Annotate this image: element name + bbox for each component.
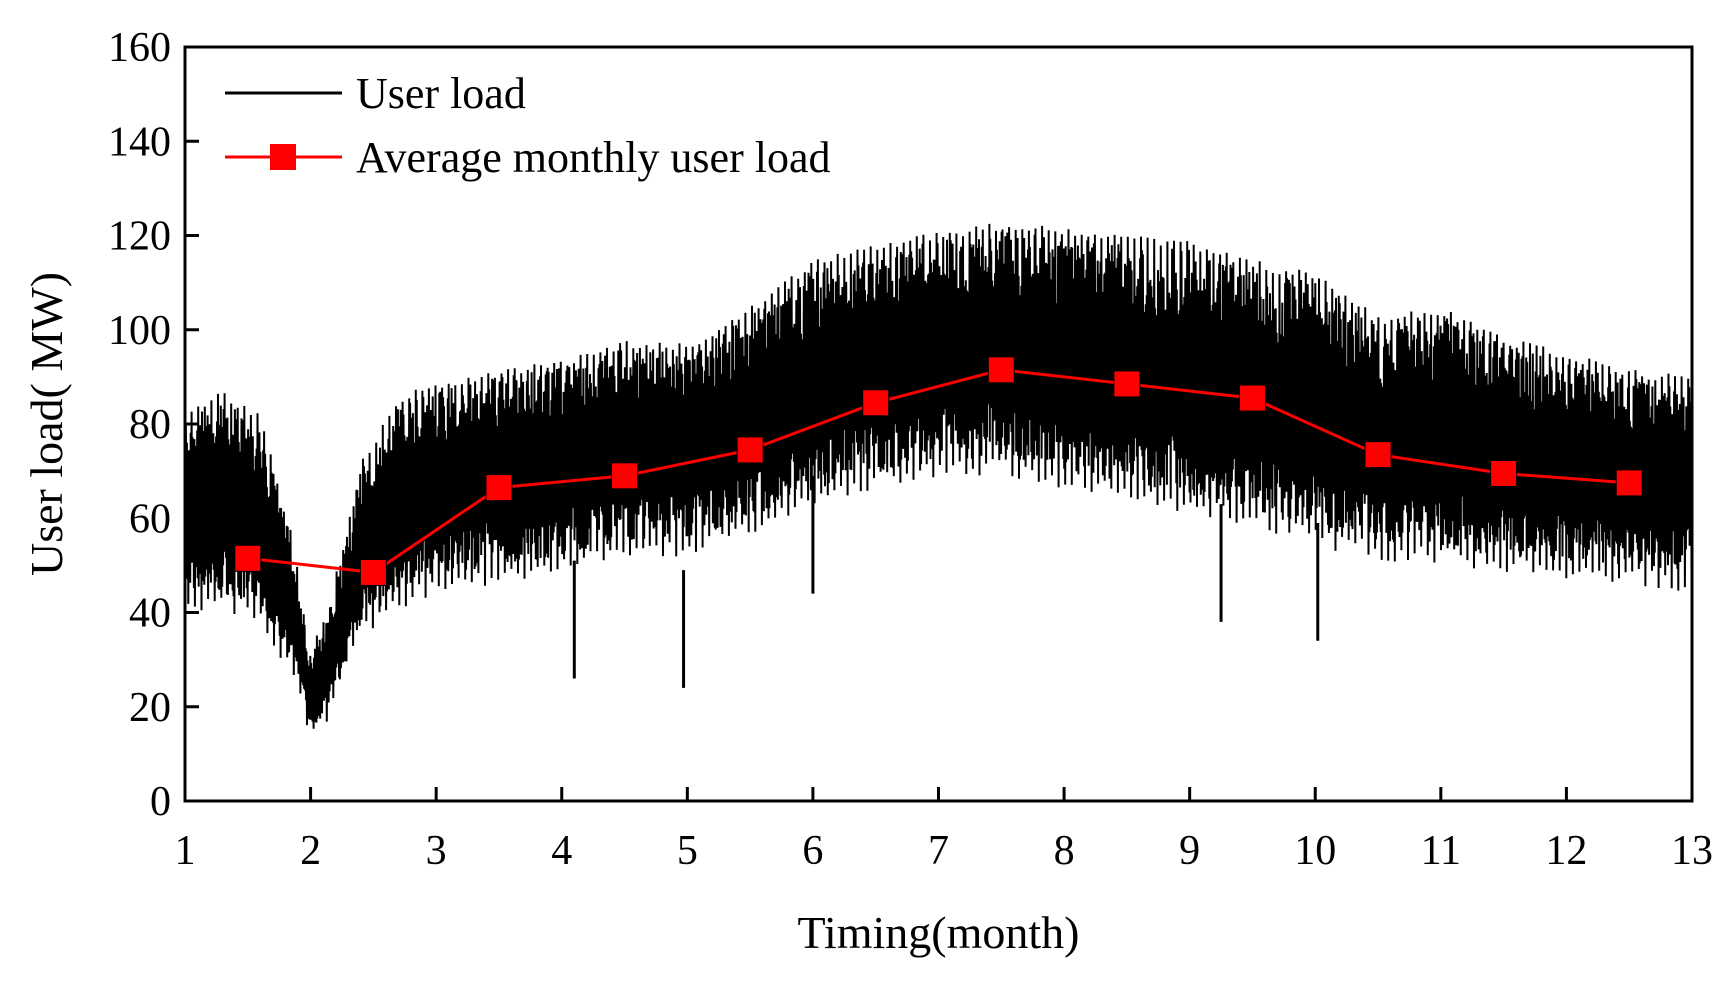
y-tick-label: 0 <box>150 779 171 825</box>
average-point <box>1113 370 1141 398</box>
x-tick-label: 6 <box>802 828 823 874</box>
y-tick-label: 20 <box>129 685 171 731</box>
average-point <box>234 544 262 572</box>
average-point <box>987 356 1015 384</box>
x-tick-label: 11 <box>1421 828 1461 874</box>
average-point <box>1615 469 1643 497</box>
average-monthly-series <box>234 356 1643 586</box>
x-tick-label: 8 <box>1054 828 1075 874</box>
y-tick-label: 40 <box>129 591 171 637</box>
average-point <box>359 558 387 586</box>
x-tick-label: 13 <box>1671 828 1713 874</box>
average-point <box>611 462 639 490</box>
x-tick-label: 12 <box>1545 828 1587 874</box>
x-tick-label: 7 <box>928 828 949 874</box>
average-line <box>247 368 1630 574</box>
average-point <box>1490 459 1518 487</box>
average-point <box>736 436 764 464</box>
y-tick-label: 120 <box>108 214 171 260</box>
y-tick-label: 60 <box>129 496 171 542</box>
user-load-line <box>184 223 1693 729</box>
legend-swatch-average-marker <box>270 144 296 170</box>
average-point <box>862 389 890 417</box>
user-load-series <box>184 223 1693 729</box>
average-point <box>1364 441 1392 469</box>
x-tick-label: 4 <box>551 828 572 874</box>
legend-label-user-load: User load <box>356 69 526 118</box>
x-tick-label: 10 <box>1294 828 1336 874</box>
legend: User load Average monthly user load <box>225 69 830 182</box>
x-tick-label: 5 <box>677 828 698 874</box>
x-tick-label: 9 <box>1179 828 1200 874</box>
y-axis: 0 20 40 60 80 100 120 140 160 <box>108 25 199 825</box>
y-tick-label: 80 <box>129 402 171 448</box>
x-tick-label: 1 <box>175 828 196 874</box>
x-tick-label: 2 <box>300 828 321 874</box>
average-point <box>1238 384 1266 412</box>
x-tick-label: 3 <box>426 828 447 874</box>
y-tick-label: 100 <box>108 308 171 354</box>
x-axis-title: Timing(month) <box>797 907 1079 958</box>
x-axis: 1 2 3 4 5 6 7 8 9 10 11 12 13 <box>175 787 1713 874</box>
y-tick-label: 140 <box>108 119 171 165</box>
y-tick-label: 160 <box>108 25 171 71</box>
y-axis-title: User load( MW) <box>21 272 72 576</box>
legend-label-average: Average monthly user load <box>356 133 830 182</box>
average-point <box>485 474 513 502</box>
